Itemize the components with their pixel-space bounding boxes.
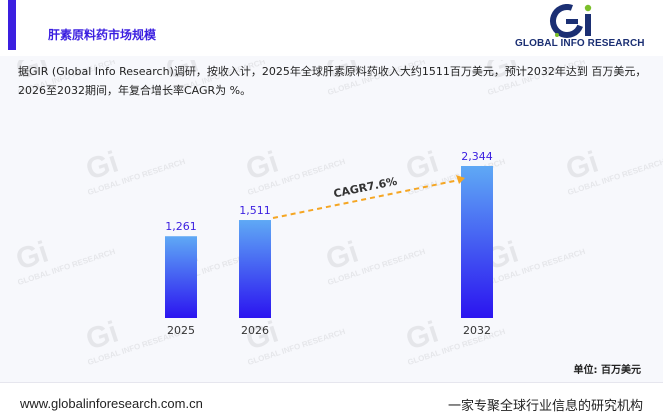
x-tick-2026: 2026 bbox=[241, 324, 269, 337]
cagr-annotation: CAGR7.6% bbox=[332, 175, 398, 201]
bar-2025 bbox=[165, 236, 197, 318]
footer-url-link[interactable]: www.globalinforesearch.com.cn bbox=[20, 396, 203, 411]
bar-2026 bbox=[239, 220, 271, 318]
title-accent-bar bbox=[8, 0, 16, 50]
footer-slogan: 一家专聚全球行业信息的研究机构 bbox=[447, 399, 643, 414]
x-tick-2025: 2025 bbox=[167, 324, 195, 337]
gir-logo-icon bbox=[550, 4, 592, 38]
data-label-2026: 1,511 bbox=[239, 204, 271, 217]
footer-bar: www.globalinforesearch.com.cn 一家专聚全球行业信息… bbox=[0, 382, 663, 418]
unit-label: 单位: 百万美元 bbox=[573, 365, 641, 376]
cagr-trend-line bbox=[272, 179, 460, 219]
description-text: 据GIR (Global Info Research)调研，按收入计，2025年… bbox=[18, 65, 647, 97]
data-label-2025: 1,261 bbox=[165, 220, 197, 233]
header-bar: 肝素原料药市场规模 GLOBAL INFO RESEARCH bbox=[0, 0, 663, 56]
data-label-2032: 2,344 bbox=[461, 150, 493, 163]
page-title: 肝素原料药市场规模 bbox=[48, 28, 157, 42]
bar-2032 bbox=[461, 166, 493, 318]
x-tick-2032: 2032 bbox=[463, 324, 491, 337]
cagr-arrow-head bbox=[456, 175, 465, 184]
logo-text: GLOBAL INFO RESEARCH bbox=[515, 38, 645, 49]
